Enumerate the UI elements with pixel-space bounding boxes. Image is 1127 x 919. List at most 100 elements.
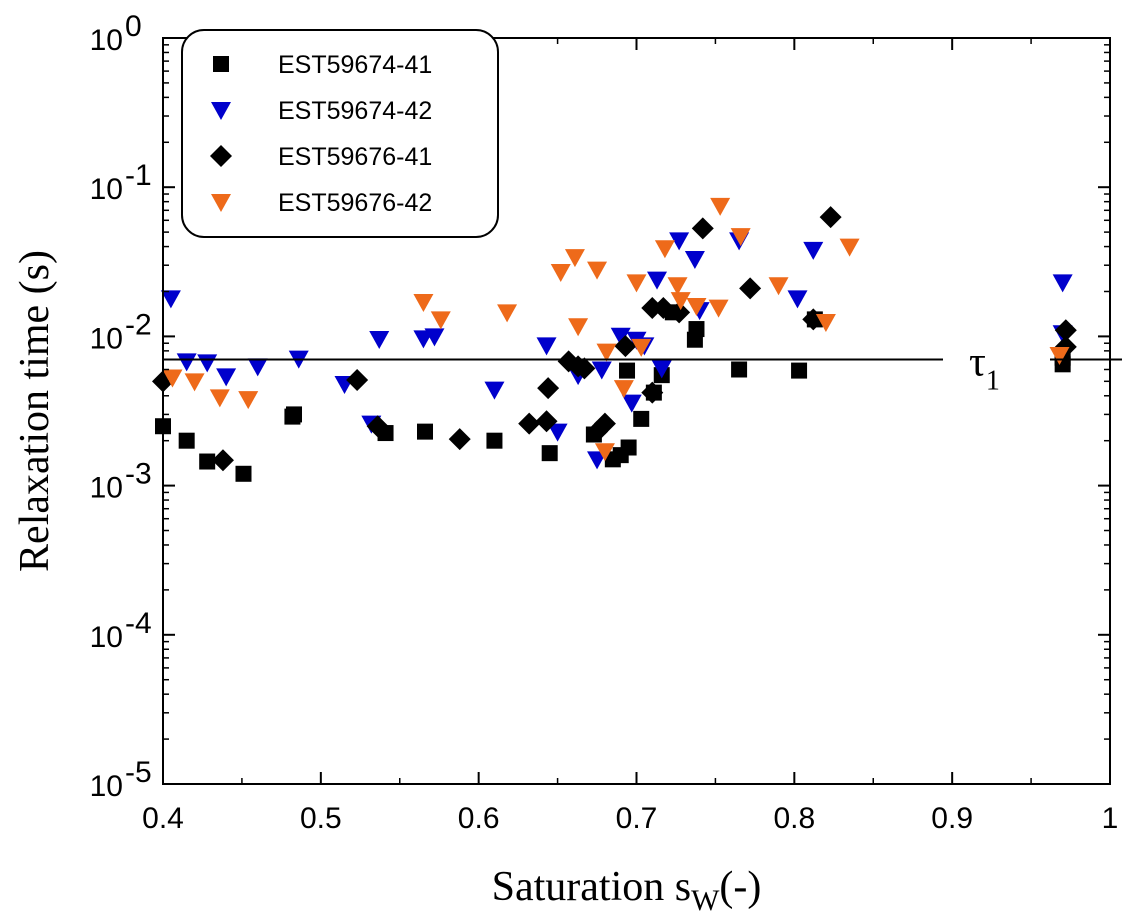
data-point xyxy=(686,297,707,316)
data-point xyxy=(247,358,268,377)
data-point xyxy=(610,327,631,346)
data-point xyxy=(366,415,389,438)
x-tick-label: 0.5 xyxy=(300,802,342,835)
data-point xyxy=(536,337,557,356)
data-point xyxy=(178,432,195,449)
data-point xyxy=(787,290,808,309)
data-point xyxy=(286,406,303,423)
y-tick-label-base: 10 xyxy=(90,24,123,57)
tau1-label-main: τ xyxy=(969,340,986,386)
data-point xyxy=(413,294,434,313)
data-point xyxy=(815,313,836,332)
x-axis-label-subscript: W xyxy=(691,884,720,917)
data-point xyxy=(209,389,230,408)
legend-marker xyxy=(211,194,231,212)
data-point xyxy=(613,380,634,399)
data-point xyxy=(535,410,558,433)
data-point xyxy=(573,357,596,380)
data-point xyxy=(631,338,652,357)
data-point xyxy=(641,381,664,404)
data-point xyxy=(803,241,824,260)
data-point xyxy=(684,251,705,270)
y-tick-label-base: 10 xyxy=(90,322,123,355)
data-point xyxy=(238,391,259,410)
data-point xyxy=(176,353,197,372)
data-point xyxy=(497,304,518,323)
data-point xyxy=(691,217,714,240)
data-point xyxy=(708,299,729,318)
data-point xyxy=(731,361,748,378)
x-axis-label: Saturation sW(-) xyxy=(492,864,762,917)
data-point xyxy=(346,369,369,392)
x-tick-label: 0.6 xyxy=(458,802,500,835)
data-point xyxy=(448,428,471,451)
x-tick-label: 0.7 xyxy=(616,802,658,835)
data-point xyxy=(369,331,390,350)
y-tick-label-exponent: -2 xyxy=(125,308,152,341)
data-point xyxy=(568,318,589,337)
y-tick-label: 10 xyxy=(90,770,123,803)
data-point xyxy=(160,290,181,309)
data-point xyxy=(594,443,615,462)
legend-marker xyxy=(213,56,229,72)
data-point xyxy=(197,354,218,373)
y-tick-label-exponent: 0 xyxy=(125,10,142,43)
data-point xyxy=(641,297,664,320)
data-point xyxy=(651,360,672,379)
data-point xyxy=(591,361,612,380)
legend-marker xyxy=(211,102,231,120)
y-tick-label-exponent: -3 xyxy=(125,458,152,491)
data-point xyxy=(688,321,705,338)
data-point xyxy=(199,453,216,470)
data-point xyxy=(1052,274,1073,293)
data-point xyxy=(550,264,571,283)
tau1-label: τ1 xyxy=(969,340,1000,397)
y-tick-label-base: 10 xyxy=(90,770,123,803)
data-point xyxy=(620,439,637,456)
legend-label: EST59676-42 xyxy=(278,189,432,217)
data-point xyxy=(541,445,558,462)
data-point xyxy=(791,362,808,379)
data-point xyxy=(518,412,541,435)
y-tick-label: 10 xyxy=(90,472,123,505)
tau1-label-subscript: 1 xyxy=(986,366,1000,397)
legend-marker xyxy=(210,145,232,167)
data-point xyxy=(484,381,505,400)
x-tick-label: 0.4 xyxy=(142,802,184,835)
y-axis-label: Relaxation time (s) xyxy=(12,250,58,572)
x-axis-label-main: Saturation s xyxy=(492,864,691,910)
data-point xyxy=(654,240,675,259)
data-point xyxy=(1049,347,1070,366)
y-tick-label-base: 10 xyxy=(90,472,123,505)
data-point xyxy=(211,449,234,472)
legend-label: EST59674-41 xyxy=(278,51,432,79)
data-point xyxy=(184,373,205,392)
data-point xyxy=(424,328,445,347)
data-points-layer xyxy=(152,197,1077,482)
y-tick-label: 10 xyxy=(90,621,123,654)
series-EST59676-42 xyxy=(162,197,1070,462)
y-tick-label-exponent: -1 xyxy=(125,159,152,192)
data-point xyxy=(819,206,842,229)
data-point xyxy=(647,271,668,290)
data-point xyxy=(739,277,762,300)
data-point xyxy=(547,423,568,442)
data-point xyxy=(633,410,650,427)
x-tick-label: 1 xyxy=(1102,802,1119,835)
y-tick-label-base: 10 xyxy=(90,173,123,206)
y-tick-label-exponent: -4 xyxy=(125,607,152,640)
data-point xyxy=(667,277,688,296)
data-point xyxy=(614,335,637,358)
x-axis-label-suffix: (-) xyxy=(719,864,761,910)
data-point xyxy=(710,197,731,216)
data-point xyxy=(537,377,560,400)
y-tick-label-exponent: -5 xyxy=(125,756,152,789)
data-point xyxy=(668,301,691,324)
data-point xyxy=(730,228,751,247)
series-EST59674-42 xyxy=(160,232,1073,470)
data-point xyxy=(1054,319,1077,342)
x-tick-label: 0.9 xyxy=(931,802,973,835)
data-point xyxy=(417,423,434,440)
